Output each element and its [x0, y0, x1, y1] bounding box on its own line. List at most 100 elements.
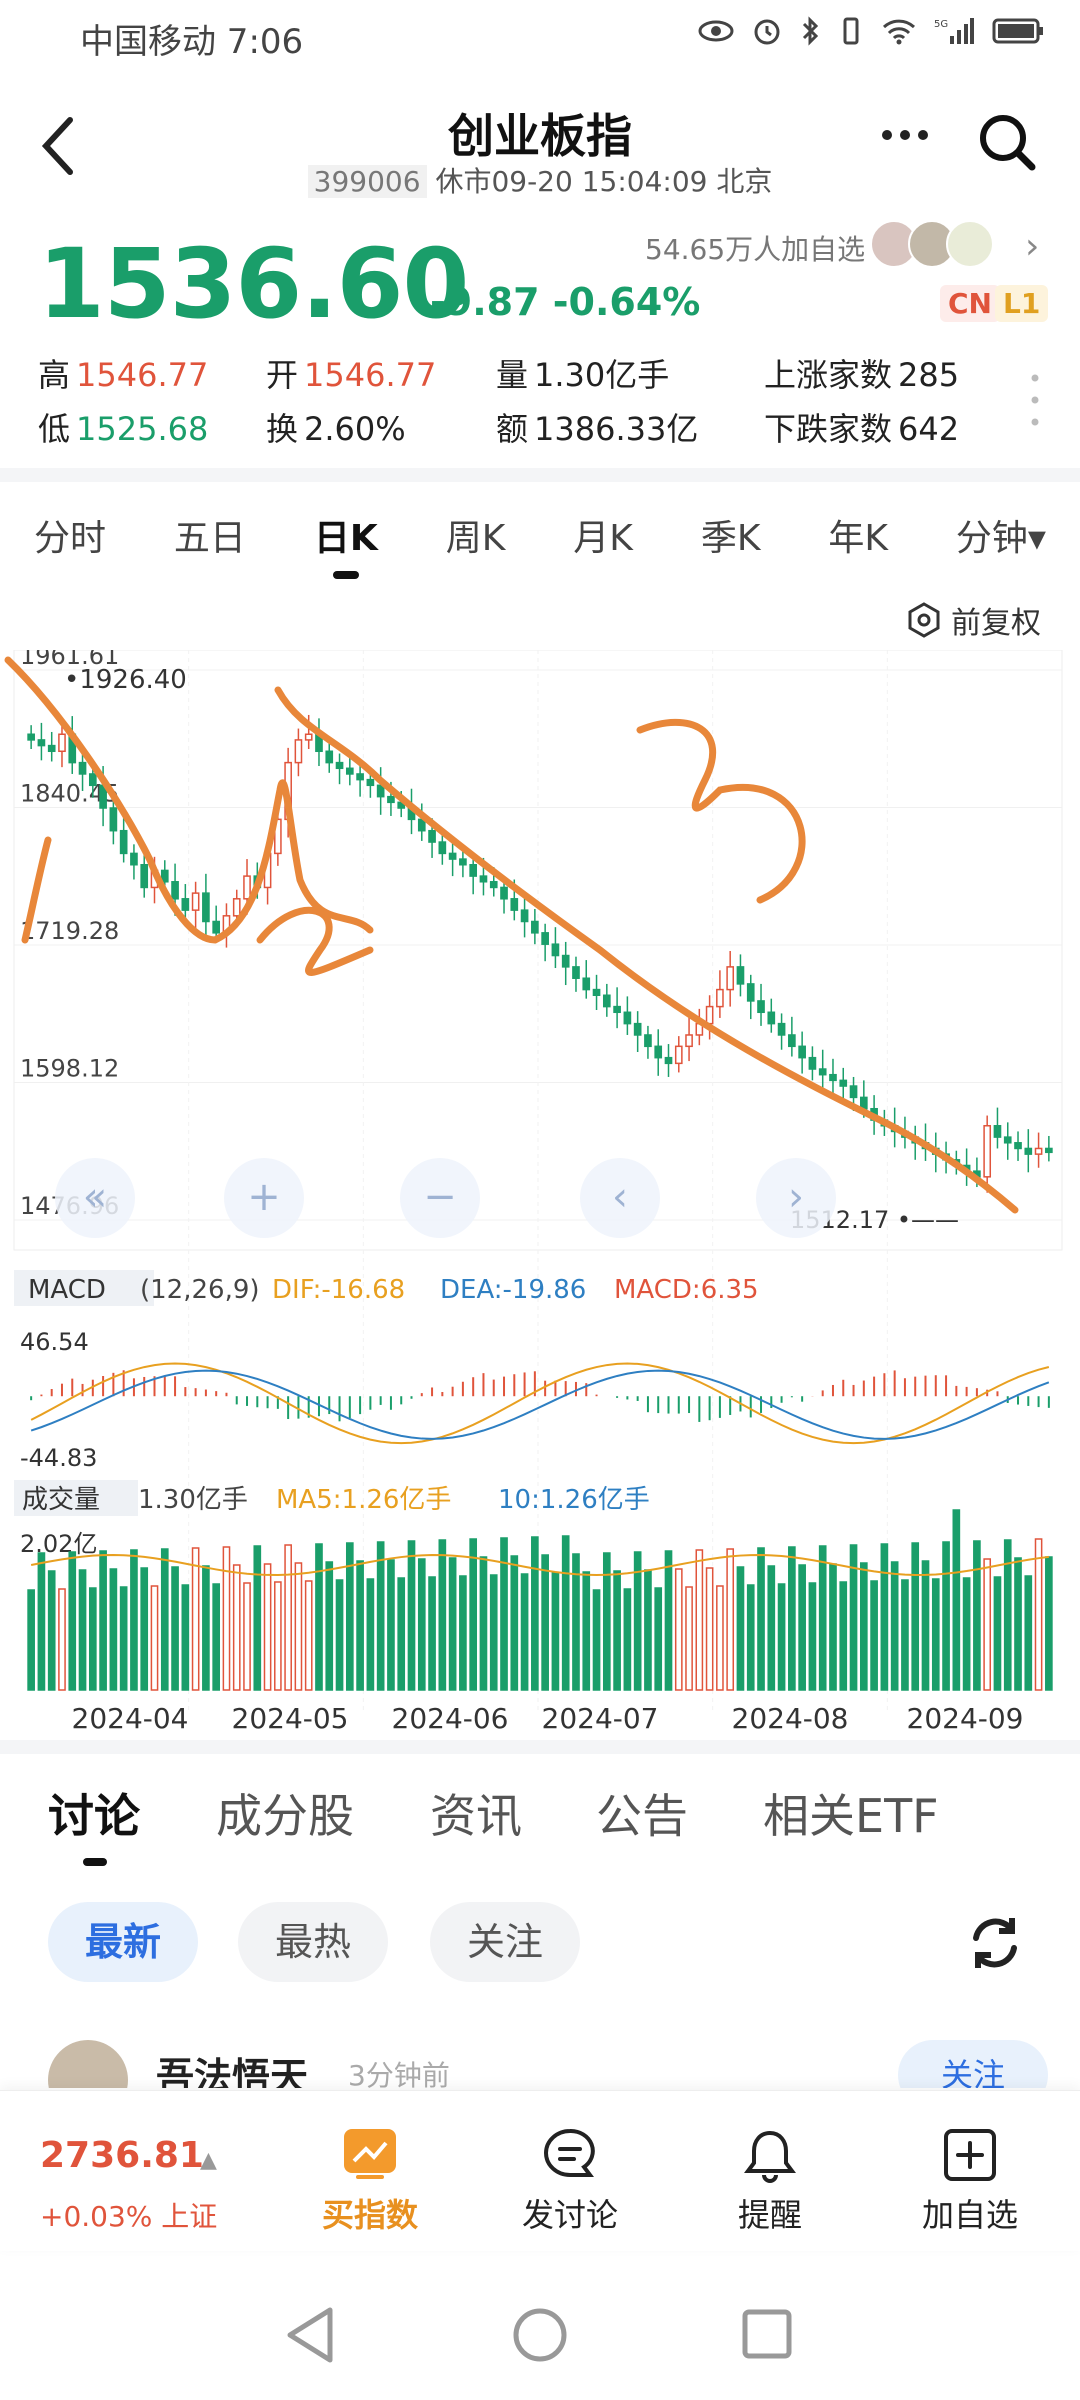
wifi-icon	[882, 19, 916, 45]
market-status: 休市09-20 15:04:09 北京	[435, 165, 773, 198]
scroll-right-button[interactable]	[756, 1158, 836, 1238]
volume-bar	[633, 1551, 642, 1691]
page-title: 创业板指	[448, 109, 632, 163]
volume-bar	[623, 1588, 632, 1691]
volume-bar	[705, 1567, 714, 1691]
bell-icon	[744, 2130, 796, 2183]
tab-kline-1[interactable]: 五日	[173, 518, 246, 559]
candle-body	[448, 852, 457, 860]
filter-chip-0[interactable]: 最新	[48, 1902, 198, 1982]
volume-bar	[438, 1539, 447, 1691]
candle-body	[140, 863, 149, 889]
volume-bar	[356, 1560, 364, 1691]
volume-bar	[582, 1571, 591, 1691]
market-badge: CN	[940, 285, 1000, 322]
add-watchlist-button[interactable]: 加自选	[900, 2120, 1040, 2236]
candle-body	[459, 858, 467, 866]
tab-discussion-2[interactable]: 资讯	[430, 1789, 522, 1843]
bluetooth-icon	[802, 16, 819, 46]
zoom-out-button[interactable]	[400, 1158, 480, 1238]
candle-body	[582, 977, 591, 991]
post-discussion-button[interactable]: 发讨论	[500, 2120, 640, 2236]
volume-bar	[1024, 1575, 1033, 1691]
candle-body	[777, 1022, 786, 1036]
candle-body	[119, 829, 128, 855]
more-button[interactable]	[875, 110, 935, 160]
tab-discussion-0[interactable]: 讨论	[48, 1789, 140, 1843]
filter-chip-1[interactable]: 最热	[238, 1902, 388, 1982]
volume-bar	[746, 1584, 755, 1691]
tab-kline-3[interactable]: 周K	[445, 518, 506, 559]
volume-bar	[222, 1546, 231, 1691]
tab-discussion-4[interactable]: 相关ETF	[763, 1789, 939, 1843]
tab-kline-6[interactable]: 年K	[828, 518, 888, 559]
volume-bar	[839, 1581, 848, 1691]
follower-avatars[interactable]	[870, 220, 994, 268]
back-button[interactable]	[30, 110, 86, 182]
post-preview[interactable]: 吾法悟天 3分钟前 关注	[48, 2040, 1048, 2088]
tab-kline-7[interactable]: 分钟▾	[955, 518, 1046, 559]
volume-bar	[284, 1544, 292, 1691]
tab-underline	[83, 1858, 107, 1866]
chevron-right-icon[interactable]: ›	[1025, 226, 1040, 267]
adjust-toggle[interactable]: 前复权	[905, 598, 1041, 642]
x-tick-label: 2024-04	[72, 1702, 189, 1735]
y-tick-label: 1719.28	[20, 917, 119, 945]
volume-bar	[489, 1574, 498, 1691]
post-author[interactable]: 吾法悟天	[156, 2055, 309, 2088]
candle-body	[531, 920, 539, 934]
divider	[0, 1740, 1080, 1754]
expand-dots-icon[interactable]	[1030, 370, 1040, 430]
volume-bar	[99, 1550, 107, 1691]
candle-body	[572, 966, 580, 979]
candle-body	[644, 1034, 652, 1048]
tab-kline-2[interactable]: 日K	[310, 509, 382, 579]
candle-body	[685, 1034, 693, 1048]
volume-bar	[469, 1538, 478, 1691]
volume-bar	[140, 1567, 149, 1691]
scroll-first-button[interactable]	[55, 1158, 135, 1238]
nav-home-icon	[513, 2308, 567, 2362]
search-button[interactable]	[975, 110, 1039, 174]
refresh-icon[interactable]	[962, 1910, 1028, 1976]
battery-icon	[992, 18, 1043, 44]
buy-index-button[interactable]: 买指数	[300, 2120, 440, 2236]
zoom-in-button[interactable]	[224, 1158, 304, 1238]
volume-bar	[150, 1585, 159, 1691]
volume-bar	[243, 1582, 251, 1691]
tab-kline-0[interactable]: 分时	[33, 518, 106, 559]
tab-kline-5[interactable]: 季K	[700, 518, 761, 559]
volume-bar	[664, 1550, 673, 1691]
volume-bar	[849, 1544, 858, 1691]
kline-chart[interactable]: 1961.611840.451719.281598.121476.96•1926…	[0, 650, 1080, 1740]
candle-body	[171, 881, 179, 900]
avatar[interactable]	[48, 2040, 128, 2088]
volume-bar	[880, 1543, 889, 1691]
sh-index-change[interactable]: +0.03% 上证	[40, 2200, 218, 2233]
volume-bar	[78, 1569, 87, 1691]
volume-bar	[962, 1577, 971, 1691]
candle-body	[788, 1034, 796, 1048]
volume-bar	[1034, 1538, 1043, 1691]
macd-dif-line	[30, 1362, 1050, 1445]
volume-bar	[160, 1548, 169, 1691]
follow-button[interactable]: 关注	[898, 2040, 1048, 2088]
stat-amount: 额 1386.33亿	[496, 410, 699, 448]
scroll-left-button[interactable]	[580, 1158, 660, 1238]
volume-bar	[736, 1566, 745, 1691]
tab-discussion-3[interactable]: 公告	[596, 1789, 688, 1843]
volume-bar	[911, 1542, 920, 1691]
filter-chip-2[interactable]: 关注	[430, 1902, 580, 1982]
vibrate-icon	[843, 17, 859, 45]
price-change: -9.87 -0.64%	[430, 280, 700, 324]
followers-count[interactable]: 54.65万人加自选	[645, 233, 866, 266]
annotation-digit-1	[21, 836, 52, 944]
tab-discussion-1[interactable]: 成分股	[216, 1789, 354, 1843]
alert-button[interactable]: 提醒	[700, 2120, 840, 2236]
candle-body	[664, 1056, 673, 1065]
eye-icon	[698, 20, 734, 42]
candle-body	[1014, 1142, 1022, 1150]
tab-kline-4[interactable]: 月K	[573, 518, 633, 559]
volume-bar	[551, 1572, 560, 1691]
sh-index-price[interactable]: 2736.81	[40, 2135, 204, 2176]
